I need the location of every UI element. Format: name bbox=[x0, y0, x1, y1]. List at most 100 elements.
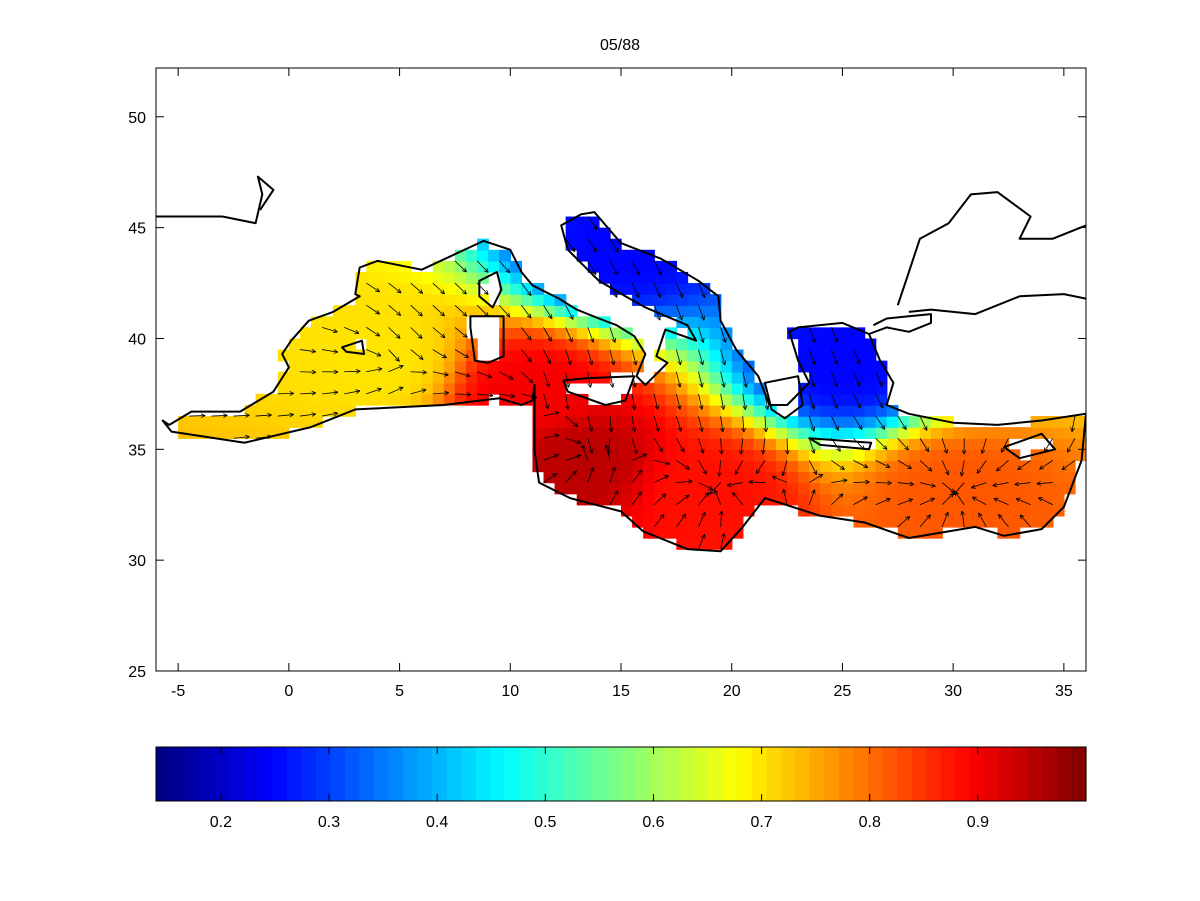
wind-arrow bbox=[321, 411, 339, 417]
heatmap-cell bbox=[432, 271, 445, 284]
heatmap-cell bbox=[587, 427, 600, 439]
heatmap-cell bbox=[621, 427, 633, 439]
heatmap-cell bbox=[897, 504, 910, 517]
wind-arrow bbox=[808, 371, 816, 388]
heatmap-cell bbox=[333, 404, 345, 417]
heatmap-cell bbox=[399, 327, 412, 340]
wind-arrow bbox=[1019, 514, 1031, 528]
heatmap-cell bbox=[344, 349, 356, 362]
heatmap-cell bbox=[864, 393, 877, 406]
wind-arrow bbox=[698, 492, 710, 505]
heatmap-cell bbox=[554, 382, 567, 395]
heatmap-cell bbox=[1019, 493, 1032, 506]
heatmap-cell bbox=[377, 271, 390, 284]
heatmap-cell bbox=[643, 427, 655, 439]
heatmap-cell bbox=[687, 305, 700, 317]
heatmap-cell bbox=[753, 493, 766, 506]
heatmap-cell bbox=[820, 393, 833, 406]
heatmap-cell bbox=[1019, 427, 1032, 439]
coastline-segment bbox=[469, 315, 505, 364]
heatmap-cell bbox=[787, 482, 799, 495]
wind-arrow bbox=[631, 453, 648, 461]
heatmap-cell bbox=[709, 327, 722, 340]
heatmap-cell bbox=[632, 260, 644, 273]
heatmap-cell bbox=[687, 360, 700, 373]
heatmap-cell bbox=[554, 427, 567, 439]
heatmap-cell bbox=[565, 427, 578, 439]
heatmap-cell bbox=[311, 404, 323, 417]
heatmap-cell bbox=[598, 360, 611, 373]
wind-arrow bbox=[609, 327, 617, 343]
heatmap-cell bbox=[665, 338, 678, 351]
wind-arrow bbox=[763, 416, 769, 433]
heatmap-cell bbox=[753, 482, 766, 495]
heatmap-cell bbox=[764, 460, 777, 473]
heatmap-cell bbox=[388, 382, 401, 395]
heatmap-cell bbox=[598, 460, 611, 473]
heatmap-cell bbox=[654, 371, 666, 384]
heatmap-cell bbox=[443, 283, 456, 295]
heatmap-cell bbox=[698, 393, 711, 406]
colorbar-cell bbox=[170, 747, 186, 801]
wind-arrow bbox=[432, 304, 445, 317]
wind-arrow bbox=[581, 445, 589, 461]
wind-arrow bbox=[978, 512, 987, 528]
heatmap-cell bbox=[720, 526, 733, 539]
heatmap-cell bbox=[466, 382, 478, 395]
heatmap-cell bbox=[687, 316, 700, 329]
colorbar-cell bbox=[446, 747, 462, 801]
heatmap-cell bbox=[643, 493, 655, 506]
heatmap-cell bbox=[1030, 482, 1043, 495]
colorbar-cell bbox=[1056, 747, 1073, 801]
heatmap-cell bbox=[897, 449, 910, 462]
heatmap-cell bbox=[477, 371, 489, 384]
heatmap-cell bbox=[698, 416, 711, 428]
heatmap-cell bbox=[388, 316, 401, 329]
heatmap-cell bbox=[454, 249, 467, 262]
heatmap-cell bbox=[288, 382, 301, 395]
heatmap-cell bbox=[709, 338, 722, 351]
heatmap-cell bbox=[311, 382, 323, 395]
heatmap-cell bbox=[864, 460, 877, 473]
heatmap-cell bbox=[975, 482, 988, 495]
colorbar-cell bbox=[228, 747, 244, 801]
heatmap-cell bbox=[632, 382, 644, 395]
heatmap-cell bbox=[366, 393, 379, 406]
heatmap-cell bbox=[919, 482, 932, 495]
heatmap-cell bbox=[598, 471, 611, 484]
wind-arrow bbox=[499, 371, 514, 380]
heatmap-cell bbox=[499, 371, 511, 384]
heatmap-cell bbox=[831, 460, 844, 473]
heatmap-cell bbox=[344, 382, 356, 395]
wind-arrow bbox=[897, 481, 914, 487]
heatmap-cell bbox=[510, 360, 523, 373]
heatmap-cell bbox=[432, 338, 445, 351]
heatmap-cell bbox=[1030, 504, 1043, 517]
heatmap-cell bbox=[587, 438, 600, 451]
heatmap-cell bbox=[1008, 471, 1021, 484]
heatmap-cell bbox=[587, 316, 600, 329]
heatmap-cell bbox=[565, 449, 578, 462]
heatmap-cell bbox=[443, 360, 456, 373]
heatmap-cell bbox=[986, 493, 999, 506]
wind-arrow bbox=[410, 349, 424, 360]
wind-arrow bbox=[698, 438, 705, 454]
heatmap-cell bbox=[831, 393, 844, 406]
wind-arrow bbox=[299, 369, 317, 375]
heatmap-cell bbox=[554, 338, 567, 351]
heatmap-cell bbox=[532, 338, 545, 351]
heatmap-cell bbox=[1019, 460, 1032, 473]
heatmap-cell bbox=[698, 404, 711, 417]
heatmap-cell bbox=[543, 360, 556, 373]
heatmap-cell bbox=[598, 493, 611, 506]
heatmap-cell bbox=[499, 360, 511, 373]
heatmap-cell bbox=[842, 360, 855, 373]
heatmap-cell bbox=[687, 294, 700, 306]
heatmap-cell bbox=[643, 515, 655, 528]
wind-arrow bbox=[499, 393, 516, 399]
heatmap-cell bbox=[687, 349, 700, 362]
heatmap-cell bbox=[908, 416, 921, 428]
heatmap-cell bbox=[897, 427, 910, 439]
heatmap-cell bbox=[809, 360, 821, 373]
